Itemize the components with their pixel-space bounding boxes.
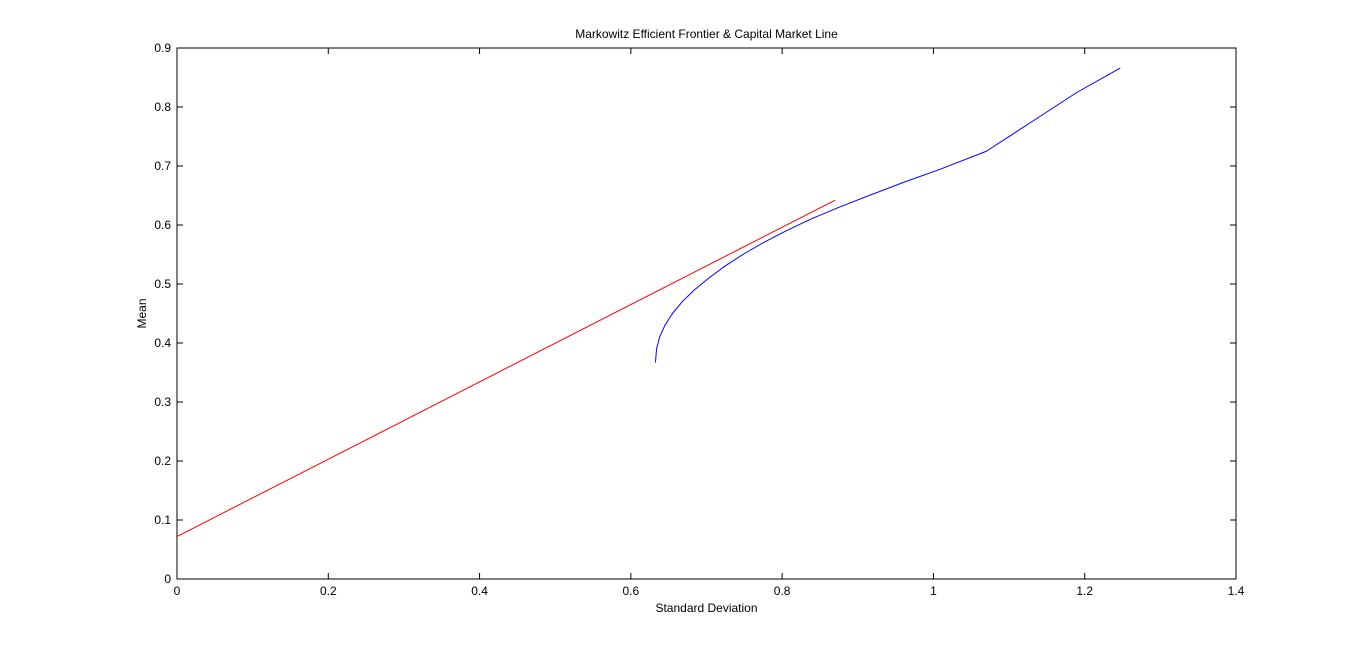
- y-axis: 0 0.1 0.2 0.3 0.4 0.5 0.6 0.7 0.8 0.9: [154, 41, 1236, 586]
- x-tick-label: 1.2: [1076, 584, 1093, 598]
- y-tick-label: 0.7: [154, 159, 171, 173]
- x-axis: 0 0.2 0.4 0.6 0.8 1 1.2 1.4: [174, 48, 1245, 598]
- y-tick-label: 0.8: [154, 100, 171, 114]
- y-tick-label: 0.1: [154, 513, 171, 527]
- y-tick-label: 0.5: [154, 277, 171, 291]
- x-tick-label: 0.6: [623, 584, 640, 598]
- x-tick-label: 1.4: [1228, 584, 1245, 598]
- y-axis-label: Mean: [135, 298, 149, 328]
- x-tick-label: 0.2: [320, 584, 337, 598]
- plot-area: [176, 47, 1237, 580]
- y-tick-label: 0: [164, 572, 171, 586]
- y-tick-label: 0.3: [154, 395, 171, 409]
- efficient-frontier-line: [654, 67, 1121, 363]
- y-tick-label: 0.9: [154, 41, 171, 55]
- series-layer: [176, 67, 1121, 537]
- y-tick-label: 0.4: [154, 336, 171, 350]
- x-tick-label: 1: [930, 584, 937, 598]
- x-tick-label: 0: [174, 584, 181, 598]
- capital-market-line: [176, 199, 836, 537]
- x-tick-label: 0.8: [774, 584, 791, 598]
- x-axis-label: Standard Deviation: [655, 601, 757, 615]
- y-tick-label: 0.6: [154, 218, 171, 232]
- y-tick-label: 0.2: [154, 454, 171, 468]
- chart-title: Markowitz Efficient Frontier & Capital M…: [575, 27, 838, 41]
- x-tick-label: 0.4: [471, 584, 488, 598]
